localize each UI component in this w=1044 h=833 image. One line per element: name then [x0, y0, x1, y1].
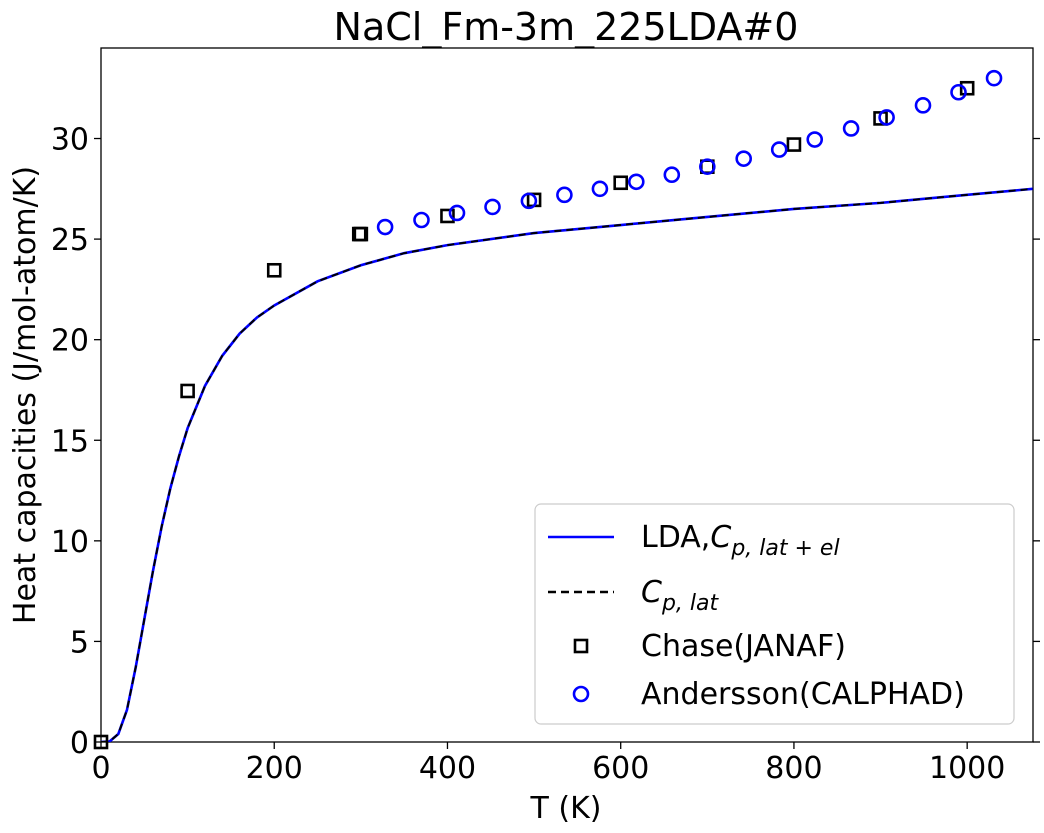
data-point-chase: [93, 734, 109, 750]
x-axis-ticks: 0 200 400 600 800 1000: [91, 742, 1005, 786]
legend-box: [534, 503, 1015, 725]
legend-item: LDA,Cp, lat + el: [548, 520, 840, 561]
y-tick-label: 25: [51, 223, 89, 258]
x-tick-label: 0: [91, 751, 110, 786]
legend-swatch-square: [573, 638, 589, 654]
data-point-andersson: [878, 109, 895, 126]
legend: LDA,Cp, lat + el Cp, lat Chase(JANAF) Ander…: [534, 503, 1015, 725]
x-axis-label: T (K): [530, 791, 602, 826]
x-tick-label: 400: [419, 751, 476, 786]
x-tick-label: 600: [592, 751, 649, 786]
data-point-andersson: [842, 120, 860, 137]
data-point-andersson: [663, 166, 681, 184]
data-point-chase: [353, 226, 369, 242]
data-point-andersson: [627, 173, 645, 191]
y-tick-label: 30: [51, 123, 89, 158]
y-tick-label: 20: [51, 324, 89, 359]
data-point-andersson: [448, 204, 466, 222]
data-point-andersson: [985, 69, 1003, 87]
x-tick-label: 1000: [929, 751, 1005, 786]
data-point-andersson: [735, 150, 752, 167]
x-tick-label: 800: [765, 751, 822, 786]
data-point-andersson: [484, 198, 501, 216]
data-point-chase: [786, 137, 802, 152]
y-tick-label: 15: [51, 424, 89, 459]
data-point-andersson: [413, 211, 430, 229]
legend-swatch-circle: [572, 685, 590, 703]
data-point-andersson: [520, 192, 538, 210]
y-axis-label: Heat capacities (J/mol-atom/K): [8, 166, 43, 624]
y-axis-ticks: 0 5 10 15 20 25 30: [51, 123, 1040, 761]
legend-entries: LDA,Cp, lat + el Cp, lat Chase(JANAF) Ander…: [548, 520, 965, 712]
legend-item: Andersson(CALPHAD): [572, 677, 965, 712]
legend-label: Cp, lat: [641, 575, 719, 616]
data-point-andersson: [770, 141, 788, 158]
legend-item: Cp, lat: [548, 575, 719, 616]
data-point-chase: [266, 262, 282, 278]
series-line-cp-lat: [101, 187, 1033, 742]
y-tick-label: 0: [70, 726, 89, 761]
data-point-andersson: [914, 97, 932, 114]
chart-title: NaCl_Fm-3m_225LDA#0: [334, 5, 799, 49]
y-tick-label: 10: [51, 525, 89, 560]
data-point-andersson: [591, 180, 609, 198]
legend-label: LDA,Cp, lat + el: [641, 520, 840, 561]
data-point-andersson: [806, 131, 824, 148]
y-tick-label: 5: [70, 625, 89, 660]
data-point-chase: [613, 175, 629, 191]
series-layer: [93, 69, 1033, 750]
data-point-andersson: [556, 186, 573, 204]
legend-label: Chase(JANAF): [641, 629, 846, 664]
data-point-andersson: [699, 158, 716, 175]
data-point-andersson: [950, 83, 967, 101]
data-point-andersson: [376, 218, 394, 236]
data-point-chase: [959, 80, 975, 96]
data-point-chase: [440, 208, 455, 224]
legend-label: Andersson(CALPHAD): [641, 677, 965, 712]
x-tick-label: 200: [246, 751, 303, 786]
legend-item: Chase(JANAF): [573, 629, 846, 664]
data-point-chase: [180, 383, 195, 399]
